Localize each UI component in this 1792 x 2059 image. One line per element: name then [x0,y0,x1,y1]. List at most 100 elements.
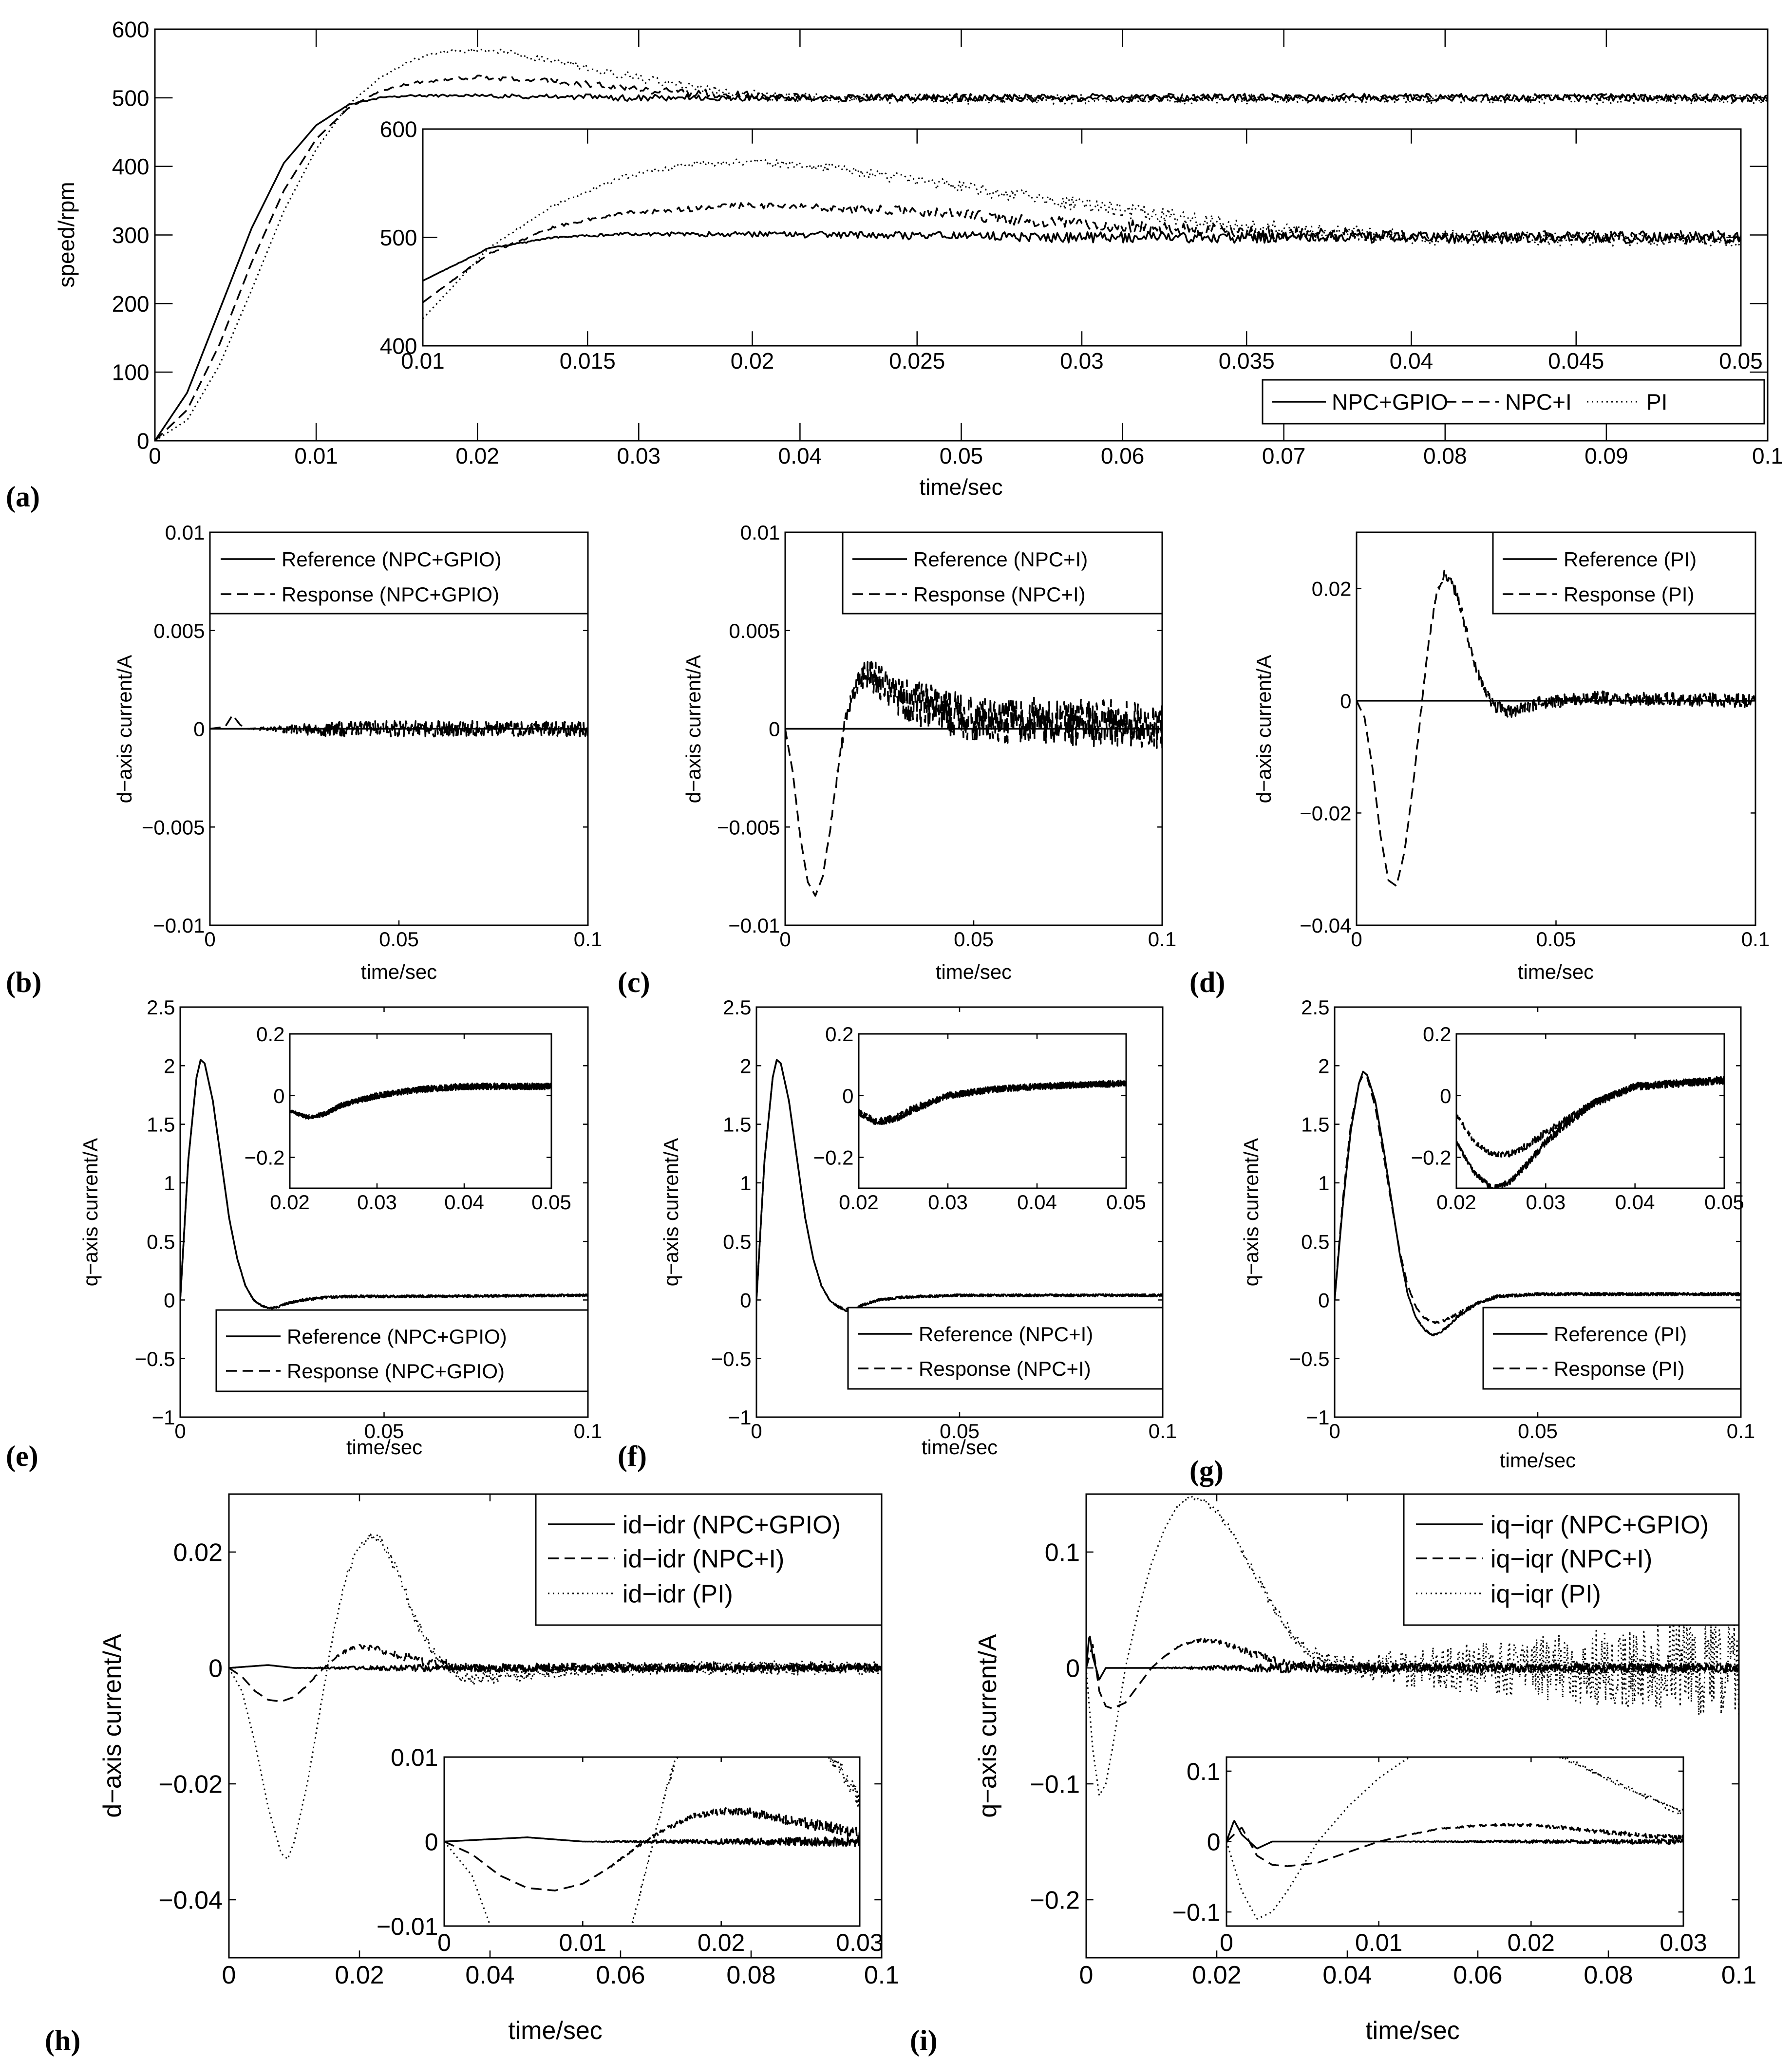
chart-g-inset-xtick-label: 0.02 [1436,1191,1476,1214]
chart-f-inset-axes-frame [858,1033,1127,1189]
chart-d-ytick-label: 0 [1340,690,1351,712]
chart-a-ytick-label: 400 [112,154,150,179]
chart-c-ytick-label: 0.01 [740,521,780,544]
chart-g-inset-axes-frame [1455,1033,1725,1189]
chart-d-panel-tag: (d) [1189,966,1225,998]
chart-f-inset-xtick-label: 0.02 [839,1191,879,1214]
chart-b-xlabel: time/sec [361,960,437,983]
chart-i-inset-xtick-label: 0.03 [1660,1929,1707,1956]
chart-h-xtick-label: 0 [222,1961,236,1989]
chart-d-legend-label: Response (PI) [1564,583,1694,606]
chart-a-ylabel: speed/rpm [54,182,79,287]
chart-d-xtick-label: 0 [1351,928,1362,951]
chart-b-ytick-label: −0.005 [142,816,205,839]
chart-f: 0 0.05 0.1−1−0.500.511.522.50.02 0.03 0.04 0.… [618,996,1177,1472]
chart-a-legend: NPC+GPIO NPC+I PI [1262,379,1765,425]
chart-i-xtick-label: 0.08 [1584,1961,1633,1989]
chart-g-inset-xtick-label: 0.03 [1526,1191,1566,1214]
chart-i-series-dashed-line [1086,1638,1739,1710]
chart-f-ylabel: q−axis current/A [660,1138,682,1287]
chart-d-xtick-label: 0.05 [1536,928,1576,951]
chart-i-xtick-label: 0.04 [1322,1961,1372,1989]
chart-a-inset-xtick-label: 0.03 [1060,348,1104,374]
chart-g-axes-border [1334,1006,1742,1418]
chart-h-legend-label: id−idr (PI) [622,1580,733,1609]
chart-b-xtick-label: 0.05 [379,928,419,951]
chart-g-ytick-label: 1.5 [1301,1113,1329,1136]
chart-g-ytick-label: 2 [1318,1054,1329,1077]
chart-i: 0 0.02 0.04 0.06 0.08 0.1 −0.2 −0.1 0 0.1 0 0.01 0.0… [910,1493,1756,2057]
chart-h-inset-xtick-label: 0.02 [698,1929,745,1956]
chart-e-ytick-label: −1 [152,1406,175,1429]
chart-h-xlabel: time/sec [508,2017,603,2045]
chart-f-axes-border [755,1006,1164,1418]
chart-i-ylabel: q−axis current/A [974,1634,1002,1817]
chart-h-inset-xtick-label: 0.01 [559,1929,606,1956]
chart-f-ytick-label: 1 [740,1172,751,1195]
chart-a-inset-xtick-label: 0.01 [401,348,445,374]
chart-b-legend-label: Reference (NPC+GPIO) [282,548,502,571]
chart-a-inset-ytick-label: 400 [380,334,417,359]
chart-g-ytick-label: 0 [1318,1289,1329,1312]
chart-h-xtick-label: 0.1 [864,1961,899,1989]
chart-h-inset-ytick-label: 0 [425,1829,438,1856]
chart-i-series-dotted-line [1086,1495,1739,1797]
chart-d-xtick-label: 0.1 [1741,928,1770,951]
chart-b-ytick-label: 0.01 [165,521,205,544]
chart-e-inset-border [289,1033,552,1189]
chart-f-ytick-label: 2.5 [723,996,751,1019]
chart-a-ytick-label: 100 [112,360,150,385]
chart-e-inset-xtick-label: 0.02 [270,1191,310,1214]
chart-h-inset-series-solid-line [444,1836,860,1847]
chart-a-inset-xtick-label: 0.015 [560,348,616,374]
chart-a-legend-label: PI [1646,390,1667,415]
chart-a-series-solid-line [155,93,1768,441]
chart-i-inset-xtick-label: 0.02 [1508,1929,1555,1956]
chart-e-ytick-label: −0.5 [135,1348,175,1370]
chart-d-series-dashed-line [1357,569,1755,887]
chart-i-xtick-label: 0.02 [1192,1961,1241,1989]
chart-e-inset-series-dashed-line [290,1082,551,1119]
chart-e-ytick-label: 0 [164,1289,175,1312]
chart-e-axes-border [179,1006,589,1418]
chart-h-inset-ytick-label: −0.01 [377,1913,438,1940]
chart-h-inset-border [443,1756,861,1927]
chart-f-ytick-label: 1.5 [723,1113,751,1136]
chart-h-legend-box [535,1493,883,1626]
chart-a-inset-border [422,128,1742,347]
chart-f-inset: 0.02 0.03 0.04 0.05 −0.2 0 0.2 [813,1023,1146,1214]
chart-g-legend-label: Response (PI) [1554,1357,1684,1380]
chart-i-xtick-label: 0 [1079,1961,1094,1989]
chart-a-inset-xtick-label: 0.02 [731,348,774,374]
chart-c-ytick-label: 0.005 [729,619,780,642]
chart-i-xlabel: time/sec [1365,2017,1460,2045]
chart-a-xtick-label: 0.02 [455,443,499,468]
chart-e-inset-ytick-label: 0 [273,1085,284,1107]
chart-f-legend-label: Reference (NPC+I) [919,1323,1093,1346]
chart-e-ylabel: q−axis current/A [79,1138,102,1287]
chart-h-ytick-label: −0.02 [158,1771,223,1799]
chart-g-inset-xtick-label: 0.04 [1615,1191,1655,1214]
chart-e-legend-label: Reference (NPC+GPIO) [287,1325,507,1348]
chart-e-ytick-label: 1.5 [147,1113,175,1136]
chart-c-xtick-label: 0.05 [954,928,994,951]
chart-g-inset-xtick-label: 0.05 [1704,1191,1744,1214]
chart-f-legend-label: Response (NPC+I) [919,1357,1091,1380]
chart-h-legend-label: id−idr (NPC+GPIO) [622,1511,841,1539]
chart-f-series-dashed-line [756,1059,1163,1311]
chart-c-legend-label: Reference (NPC+I) [913,548,1088,571]
chart-f-xtick-label: 0 [751,1420,762,1442]
chart-a-axes-border [154,28,1769,442]
chart-i-legend-box [1403,1493,1740,1626]
chart-c-xtick-label: 0 [779,928,791,951]
chart-f-inset-xtick-label: 0.05 [1106,1191,1146,1214]
chart-c: 0 0.05 0.1 −0.01 −0.005 0 0.005 0.01 Reference (… [618,521,1176,998]
chart-f-xlabel: time/sec [922,1436,998,1459]
chart-i-ytick-label: 0.1 [1045,1539,1080,1567]
chart-g: 0 0.05 0.1−1−0.500.511.522.50.02 0.03 0.04 0.… [1189,996,1755,1487]
chart-c-ytick-label: −0.01 [728,914,780,937]
chart-d-ylabel: d−axis current/A [1252,655,1275,804]
chart-c-ylabel: d−axis current/A [682,655,705,804]
chart-a-legend-label: NPC+GPIO [1332,390,1448,415]
